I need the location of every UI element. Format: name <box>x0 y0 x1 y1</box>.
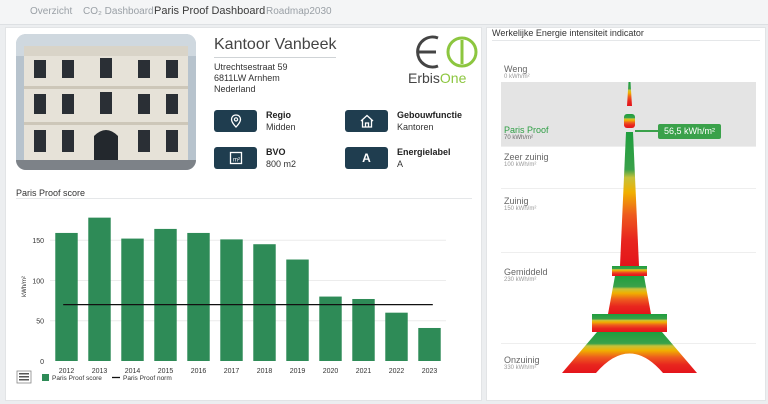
x-tick-label: 2020 <box>323 368 339 375</box>
indicator-title: Werkelijke Energie intensiteit indicator <box>492 28 644 38</box>
x-tick-label: 2015 <box>158 368 174 375</box>
svg-text:m²: m² <box>233 158 240 164</box>
level-zeer-zuinig: Zeer zuinig 100 kWh/m² <box>504 152 549 168</box>
info-value-gebouwfunctie: Kantoren <box>397 122 434 132</box>
info-label-regio: Regio <box>266 110 292 120</box>
x-tick-label: 2019 <box>290 368 306 375</box>
bar-2019 <box>286 259 309 361</box>
current-value-badge: 56,5 kWh/m² <box>658 124 722 139</box>
x-tick-label: 2018 <box>257 368 273 375</box>
tab-paris-proof-dashboard[interactable]: Paris Proof Dashboard <box>154 5 266 17</box>
logo-mark-icon <box>416 35 478 69</box>
tab-roadmap2030[interactable]: Roadmap2030 <box>266 6 332 17</box>
paris-proof-score-chart: 0 50 100 150 kWh/m² 2012 2013 2014 2015 2016 2017 2… <box>16 217 446 384</box>
bar-2020 <box>319 296 342 361</box>
info-value-bvo: 800 m2 <box>266 159 297 169</box>
erbisone-logo: ErbisOne <box>408 34 480 88</box>
info-label-gebouwfunctie: Gebouwfunctie <box>397 110 462 120</box>
x-tick-label: 2013 <box>92 368 108 375</box>
bar-2012 <box>55 232 78 361</box>
tab-bar: Overzicht CO₂ Dashboard Paris Proof Dash… <box>0 0 768 25</box>
info-value-energielabel: A <box>397 159 404 169</box>
bar-2014 <box>121 238 144 361</box>
x-tick-label: 2021 <box>356 368 372 375</box>
y-tick-label: 100 <box>32 278 44 285</box>
info-label-bvo: BVO <box>266 147 286 157</box>
tab-overzicht[interactable]: Overzicht <box>30 6 73 17</box>
x-tick-label: 2023 <box>422 368 438 375</box>
tab-co2-dashboard[interactable]: CO₂ Dashboard <box>83 6 154 17</box>
x-tick-label: 2016 <box>191 368 207 375</box>
building-card: Kantoor Vanbeek Utrechtsestraat 59 6811L… <box>5 27 482 401</box>
x-tick-label: 2014 <box>125 368 141 375</box>
location-pin-icon <box>214 110 257 132</box>
divider <box>492 40 760 41</box>
bar-2018 <box>253 244 276 361</box>
level-paris-proof: Paris Proof 70 kWh/m² <box>504 125 549 141</box>
level-weng: Weng 0 kWh/m² <box>504 64 530 80</box>
address-country: Nederland <box>214 84 256 94</box>
y-axis-label: kWh/m² <box>22 276 28 297</box>
legend-label-score: Paris Proof score <box>52 375 102 382</box>
y-tick-label: 150 <box>32 238 44 245</box>
address-street: Utrechtsestraat 59 <box>214 62 288 72</box>
building-name: Kantoor Vanbeek <box>214 36 337 58</box>
bar-2022 <box>385 312 408 361</box>
y-tick-label: 50 <box>36 319 44 326</box>
address-city: 6811LW Arnhem <box>214 73 280 83</box>
house-icon <box>345 110 388 132</box>
info-value-regio: Midden <box>266 122 296 132</box>
info-label-energielabel: Energielabel <box>397 147 451 157</box>
y-tick-label: 0 <box>40 359 44 366</box>
level-onzuinig: Onzuinig 330 kWh/m² <box>504 355 540 371</box>
bar-2013 <box>88 217 111 361</box>
score-chart-title: Paris Proof score <box>16 188 86 198</box>
building-address: Utrechtsestraat 59 6811LW Arnhem Nederla… <box>214 62 288 95</box>
eiffel-tower-graphic <box>562 82 697 373</box>
x-tick-label: 2017 <box>224 368 240 375</box>
divider <box>16 198 472 199</box>
bar-2016 <box>187 232 210 361</box>
energy-label-icon: A <box>345 147 388 169</box>
x-tick-label: 2022 <box>389 368 405 375</box>
level-gemiddeld: Gemiddeld 230 kWh/m² <box>504 267 548 283</box>
legend-label-norm: Paris Proof norm <box>123 375 172 382</box>
bar-2023 <box>418 327 441 361</box>
logo-text: ErbisOne <box>408 70 467 86</box>
x-tick-label: 2012 <box>59 368 75 375</box>
legend-swatch-score <box>42 374 49 381</box>
indicator-card: Werkelijke Energie intensiteit indicator <box>486 27 766 401</box>
area-m2-icon: m² <box>214 147 257 169</box>
indicator-pointer-line <box>635 130 658 132</box>
bar-2017 <box>220 239 243 361</box>
chart-menu-icon[interactable] <box>16 370 32 384</box>
bar-2021 <box>352 298 375 361</box>
building-photo <box>16 34 196 170</box>
level-zuinig: Zuinig 150 kWh/m² <box>504 196 537 212</box>
bar-2015 <box>154 228 177 361</box>
